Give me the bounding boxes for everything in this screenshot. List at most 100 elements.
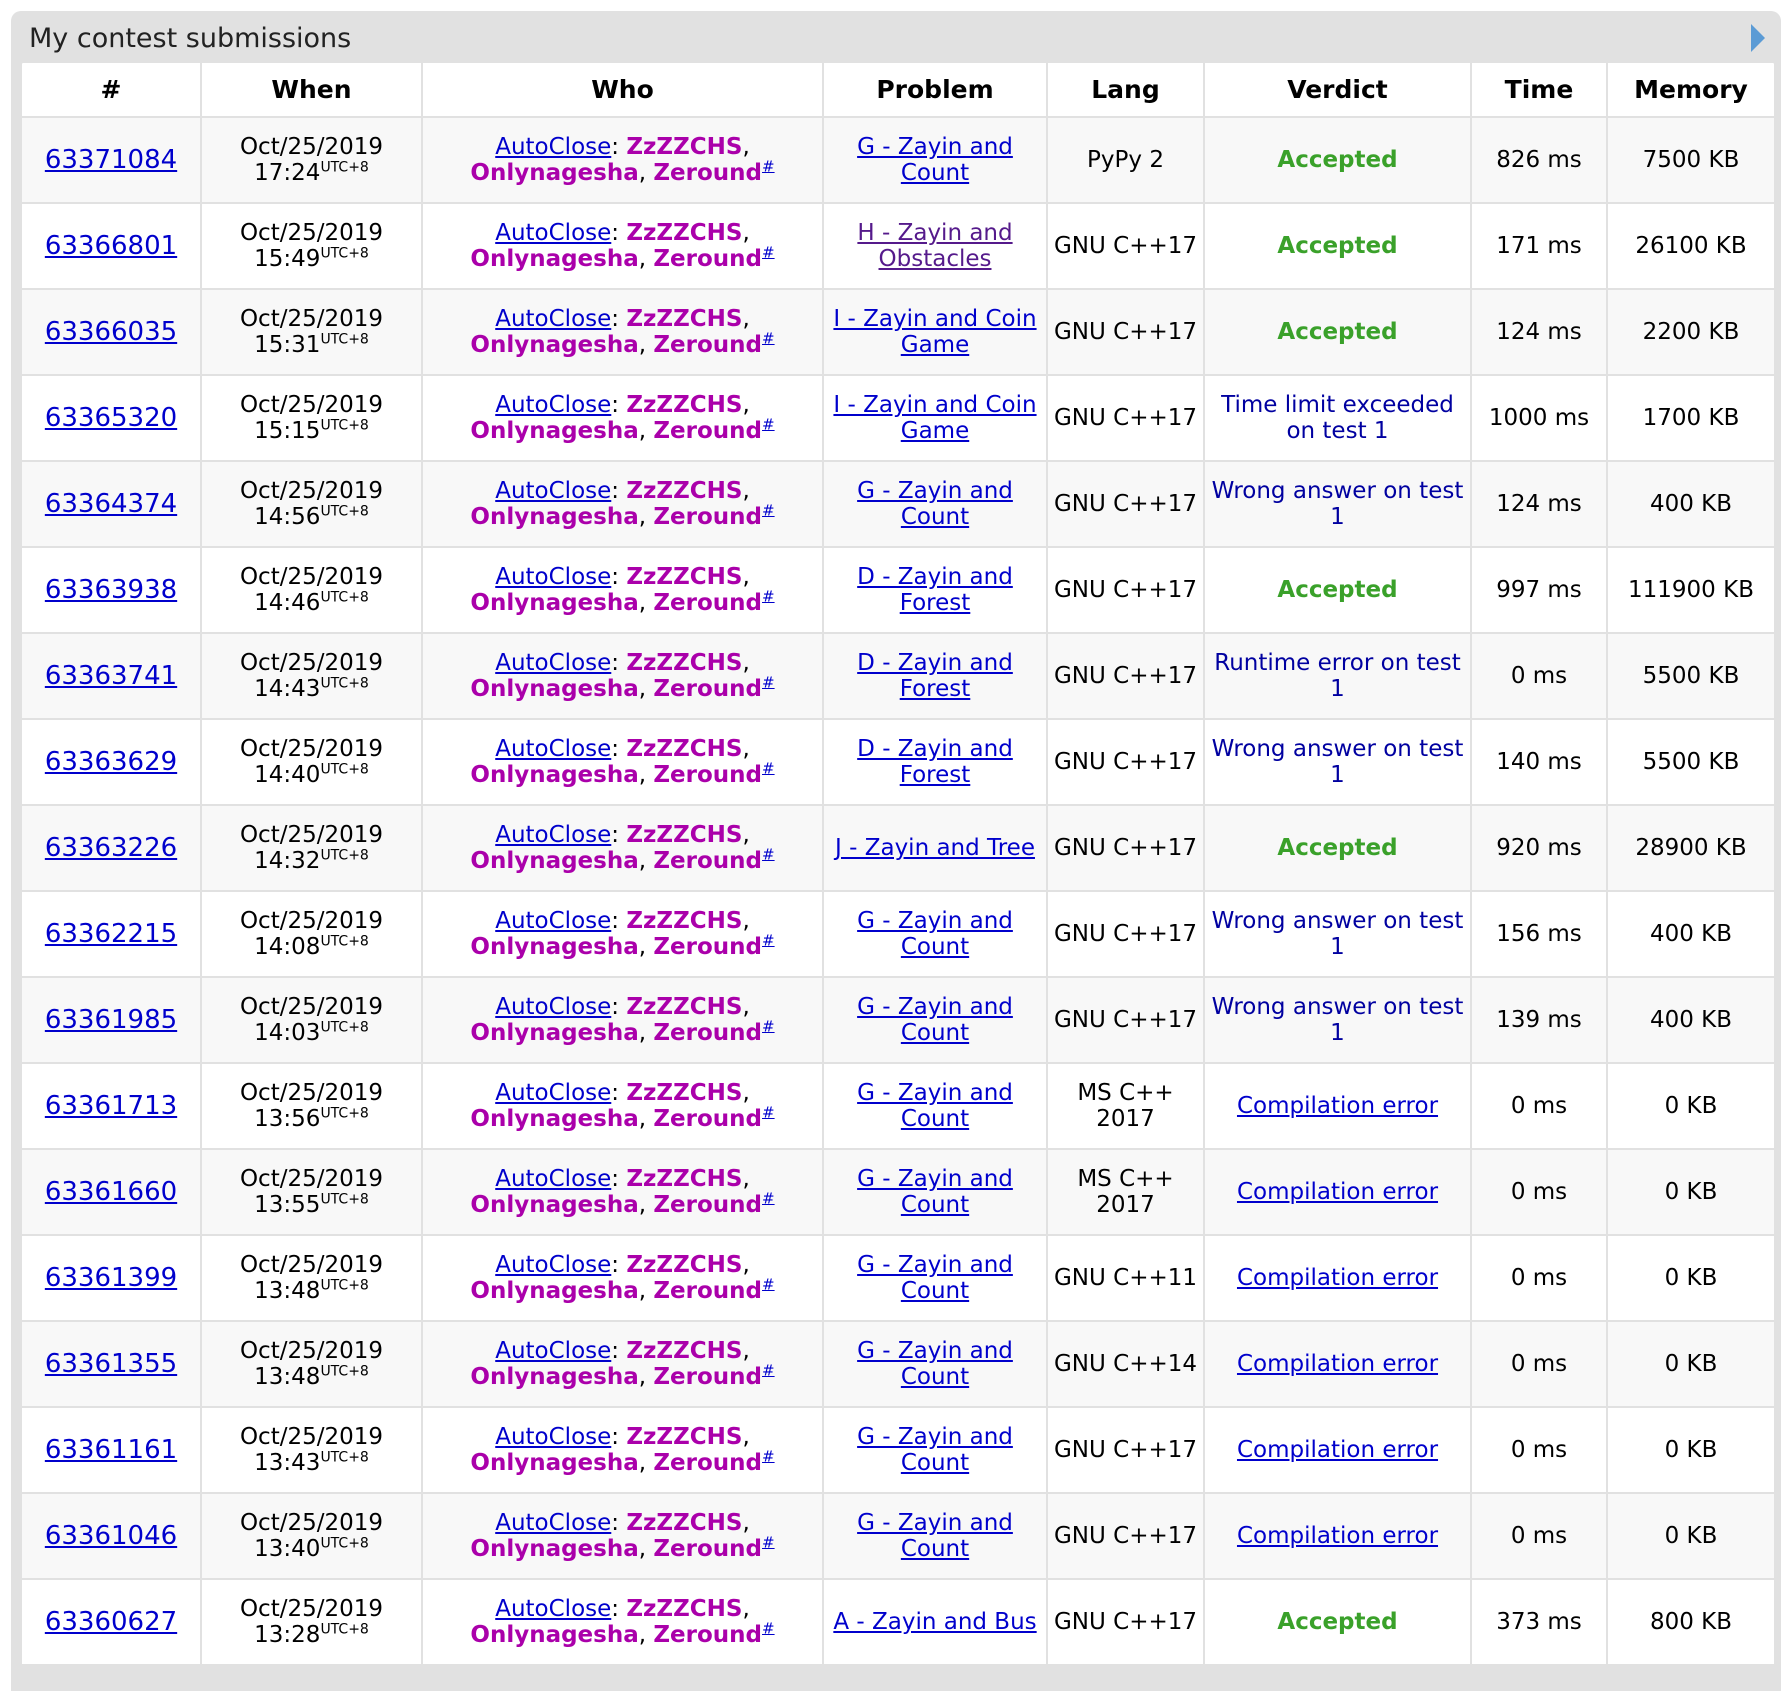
member-link[interactable]: ZzZZCHS (626, 220, 743, 246)
member-link[interactable]: Zeround (653, 332, 763, 358)
problem-link[interactable]: G - Zayin and Count (857, 1166, 1013, 1218)
member-link[interactable]: Onlynagesha (470, 1278, 639, 1304)
member-link[interactable]: Zeround (653, 1192, 763, 1218)
member-link[interactable]: Zeround (653, 1278, 763, 1304)
submission-id-link[interactable]: 63364374 (44, 488, 178, 519)
member-link[interactable]: ZzZZCHS (626, 1080, 743, 1106)
submission-id-link[interactable]: 63361161 (44, 1434, 178, 1465)
problem-link[interactable]: G - Zayin and Count (857, 994, 1013, 1046)
team-link[interactable]: AutoClose (495, 1252, 612, 1278)
submission-id-link[interactable]: 63366035 (44, 316, 178, 347)
member-link[interactable]: Zeround (653, 934, 763, 960)
verdict-compilation-error-link[interactable]: Compilation error (1236, 1265, 1439, 1291)
team-link[interactable]: AutoClose (495, 1510, 612, 1536)
submission-id-link[interactable]: 63363226 (44, 832, 178, 863)
submission-id-link[interactable]: 63360627 (44, 1606, 178, 1637)
team-hash-link[interactable]: # (762, 673, 775, 692)
member-link[interactable]: Zeround (653, 1020, 763, 1046)
col-header-who[interactable]: Who (421, 61, 824, 118)
col-header-memory[interactable]: Memory (1606, 61, 1776, 118)
member-link[interactable]: Zeround (653, 1364, 763, 1390)
verdict-compilation-error-link[interactable]: Compilation error (1236, 1093, 1439, 1119)
col-header-time[interactable]: Time (1470, 61, 1608, 118)
submission-id-link[interactable]: 63361046 (44, 1520, 178, 1551)
submission-id-link[interactable]: 63361355 (44, 1348, 178, 1379)
member-link[interactable]: Zeround (653, 848, 763, 874)
verdict-compilation-error-link[interactable]: Compilation error (1236, 1437, 1439, 1463)
member-link[interactable]: Onlynagesha (470, 1192, 639, 1218)
member-link[interactable]: Zeround (653, 1106, 763, 1132)
team-link[interactable]: AutoClose (495, 306, 612, 332)
member-link[interactable]: ZzZZCHS (626, 564, 743, 590)
member-link[interactable]: ZzZZCHS (626, 1338, 743, 1364)
member-link[interactable]: Zeround (653, 1450, 763, 1476)
team-hash-link[interactable]: # (762, 1361, 775, 1380)
member-link[interactable]: Zeround (653, 590, 763, 616)
team-hash-link[interactable]: # (762, 1103, 775, 1122)
problem-link[interactable]: G - Zayin and Count (857, 1080, 1013, 1132)
member-link[interactable]: Zeround (653, 1536, 763, 1562)
member-link[interactable]: ZzZZCHS (626, 908, 743, 934)
problem-link[interactable]: H - Zayin and Obstacles (857, 220, 1013, 272)
member-link[interactable]: Zeround (653, 160, 763, 186)
team-hash-link[interactable]: # (762, 157, 775, 176)
team-link[interactable]: AutoClose (495, 564, 612, 590)
problem-link[interactable]: G - Zayin and Count (857, 908, 1013, 960)
member-link[interactable]: ZzZZCHS (626, 1166, 743, 1192)
team-hash-link[interactable]: # (762, 415, 775, 434)
member-link[interactable]: Onlynagesha (470, 1622, 639, 1648)
problem-link[interactable]: G - Zayin and Count (857, 134, 1013, 186)
member-link[interactable]: Zeround (653, 676, 763, 702)
problem-link[interactable]: G - Zayin and Count (857, 1338, 1013, 1390)
team-link[interactable]: AutoClose (495, 1424, 612, 1450)
team-hash-link[interactable]: # (762, 329, 775, 348)
member-link[interactable]: Onlynagesha (470, 1020, 639, 1046)
member-link[interactable]: Onlynagesha (470, 246, 639, 272)
member-link[interactable]: Zeround (653, 762, 763, 788)
member-link[interactable]: Onlynagesha (470, 1364, 639, 1390)
member-link[interactable]: ZzZZCHS (626, 1510, 743, 1536)
member-link[interactable]: Zeround (653, 246, 763, 272)
team-link[interactable]: AutoClose (495, 822, 612, 848)
submission-id-link[interactable]: 63363741 (44, 660, 178, 691)
problem-link[interactable]: I - Zayin and Coin Game (833, 392, 1037, 444)
team-link[interactable]: AutoClose (495, 392, 612, 418)
team-hash-link[interactable]: # (762, 1189, 775, 1208)
submission-id-link[interactable]: 63365320 (44, 402, 178, 433)
team-hash-link[interactable]: # (762, 501, 775, 520)
member-link[interactable]: ZzZZCHS (626, 822, 743, 848)
submission-id-link[interactable]: 63371084 (44, 144, 178, 175)
team-link[interactable]: AutoClose (495, 736, 612, 762)
submission-id-link[interactable]: 63362215 (44, 918, 178, 949)
problem-link[interactable]: G - Zayin and Count (857, 1252, 1013, 1304)
col-header-when[interactable]: When (200, 61, 423, 118)
team-link[interactable]: AutoClose (495, 994, 612, 1020)
member-link[interactable]: Onlynagesha (470, 762, 639, 788)
member-link[interactable]: Onlynagesha (470, 418, 639, 444)
team-link[interactable]: AutoClose (495, 908, 612, 934)
member-link[interactable]: Onlynagesha (470, 504, 639, 530)
member-link[interactable]: ZzZZCHS (626, 1252, 743, 1278)
team-hash-link[interactable]: # (762, 243, 775, 262)
member-link[interactable]: Zeround (653, 418, 763, 444)
team-link[interactable]: AutoClose (495, 220, 612, 246)
col-header-problem[interactable]: Problem (822, 61, 1048, 118)
problem-link[interactable]: A - Zayin and Bus (833, 1609, 1037, 1635)
member-link[interactable]: ZzZZCHS (626, 736, 743, 762)
problem-link[interactable]: I - Zayin and Coin Game (833, 306, 1037, 358)
problem-link[interactable]: D - Zayin and Forest (857, 736, 1013, 788)
verdict-compilation-error-link[interactable]: Compilation error (1236, 1351, 1439, 1377)
team-link[interactable]: AutoClose (495, 650, 612, 676)
member-link[interactable]: ZzZZCHS (626, 650, 743, 676)
member-link[interactable]: Zeround (653, 504, 763, 530)
submission-id-link[interactable]: 63361660 (44, 1176, 178, 1207)
member-link[interactable]: Onlynagesha (470, 160, 639, 186)
team-hash-link[interactable]: # (762, 845, 775, 864)
member-link[interactable]: Onlynagesha (470, 590, 639, 616)
problem-link[interactable]: D - Zayin and Forest (857, 650, 1013, 702)
team-hash-link[interactable]: # (762, 1533, 775, 1552)
submission-id-link[interactable]: 63361713 (44, 1090, 178, 1121)
team-link[interactable]: AutoClose (495, 478, 612, 504)
problem-link[interactable]: G - Zayin and Count (857, 1510, 1013, 1562)
member-link[interactable]: Onlynagesha (470, 1450, 639, 1476)
